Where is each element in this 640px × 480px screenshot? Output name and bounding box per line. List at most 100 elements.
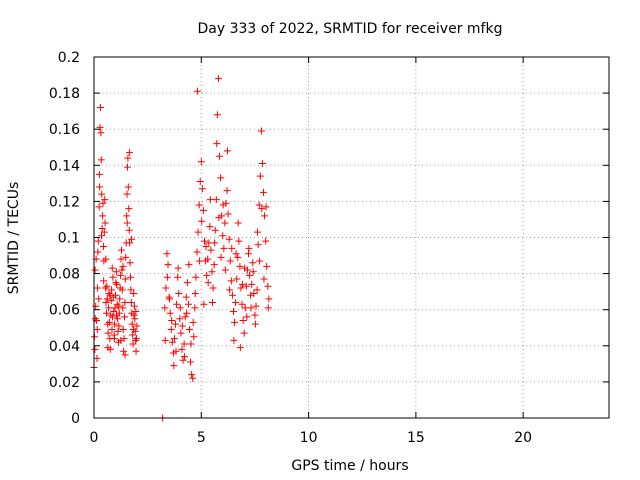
data-point (125, 226, 133, 234)
data-point (126, 239, 134, 247)
data-point (248, 280, 256, 288)
data-point (180, 340, 188, 348)
data-point (233, 275, 241, 283)
data-point (94, 248, 102, 256)
data-point (162, 284, 170, 292)
data-point (132, 335, 140, 343)
data-point (176, 304, 184, 312)
data-point (262, 203, 270, 211)
data-point (211, 226, 219, 234)
y-tick-label: 0.12 (49, 194, 80, 210)
data-point (95, 170, 103, 178)
data-point (120, 347, 128, 355)
data-point (258, 205, 266, 213)
data-point (119, 262, 127, 270)
data-point (249, 268, 257, 276)
data-point (228, 244, 236, 252)
x-axis-label: GPS time / hours (291, 458, 408, 474)
data-point (178, 345, 186, 353)
data-point (163, 273, 171, 281)
data-point (119, 326, 127, 334)
data-point (249, 259, 257, 267)
data-point (255, 201, 263, 209)
data-point (224, 210, 232, 218)
data-point (132, 347, 140, 355)
data-point (133, 322, 141, 330)
x-tick-label: 20 (514, 430, 532, 446)
data-point (225, 235, 233, 243)
tick-labels: 0 5 10 15 20 0 0.02 0.04 0.06 0.08 0.1 0.12 0.14 0.16… (49, 50, 532, 446)
data-point (123, 219, 131, 227)
data-point (117, 336, 125, 344)
data-point (195, 201, 203, 209)
data-point (128, 320, 136, 328)
data-point (117, 255, 125, 263)
data-point (95, 295, 103, 303)
data-point (214, 75, 222, 83)
x-tick-label: 15 (407, 430, 425, 446)
data-point (252, 302, 260, 310)
data-point (161, 304, 169, 312)
data-point (217, 174, 225, 182)
data-point (181, 353, 189, 361)
data-point (108, 286, 116, 294)
data-point (121, 298, 129, 306)
data-point (114, 315, 122, 323)
y-tick-label: 0.04 (49, 339, 80, 355)
data-point (208, 268, 216, 276)
data-point (104, 320, 112, 328)
data-point (106, 291, 114, 299)
data-point (219, 201, 227, 209)
y-tick-label: 0 (71, 411, 80, 427)
data-point (174, 264, 182, 272)
data-point (123, 190, 131, 198)
data-point (102, 298, 110, 306)
data-point (236, 344, 244, 352)
data-point (120, 335, 128, 343)
data-point (260, 188, 268, 196)
data-point (187, 358, 195, 366)
data-point (172, 320, 180, 328)
y-tick-label: 0.2 (58, 50, 80, 66)
data-point (118, 286, 126, 294)
data-point (250, 289, 258, 297)
data-point (96, 123, 104, 131)
data-point (166, 309, 174, 317)
data-point (256, 172, 264, 180)
data-point (128, 235, 136, 243)
data-point (240, 329, 248, 337)
data-point (111, 320, 119, 328)
data-point (209, 284, 217, 292)
data-point (177, 329, 185, 337)
data-point (191, 304, 199, 312)
data-point (127, 298, 135, 306)
data-point (101, 196, 109, 204)
data-point (183, 309, 191, 317)
data-point (210, 261, 218, 269)
data-point (241, 264, 249, 272)
data-point (219, 232, 227, 240)
data-point (98, 232, 106, 240)
data-point (251, 311, 259, 319)
data-point (223, 147, 231, 155)
data-point (163, 250, 171, 258)
data-point (213, 111, 221, 119)
data-point (119, 304, 127, 312)
data-point (105, 318, 113, 326)
data-point (181, 313, 189, 321)
data-point (100, 228, 108, 236)
data-point (173, 300, 181, 308)
data-point (164, 261, 172, 269)
data-point (104, 344, 112, 352)
data-point (122, 253, 130, 261)
data-point (115, 322, 123, 330)
data-point (124, 183, 132, 191)
data-point (231, 318, 239, 326)
data-point (239, 317, 247, 325)
data-point (232, 298, 240, 306)
data-point (189, 374, 197, 382)
data-point (111, 304, 119, 312)
data-point (115, 302, 123, 310)
data-point (193, 87, 201, 95)
